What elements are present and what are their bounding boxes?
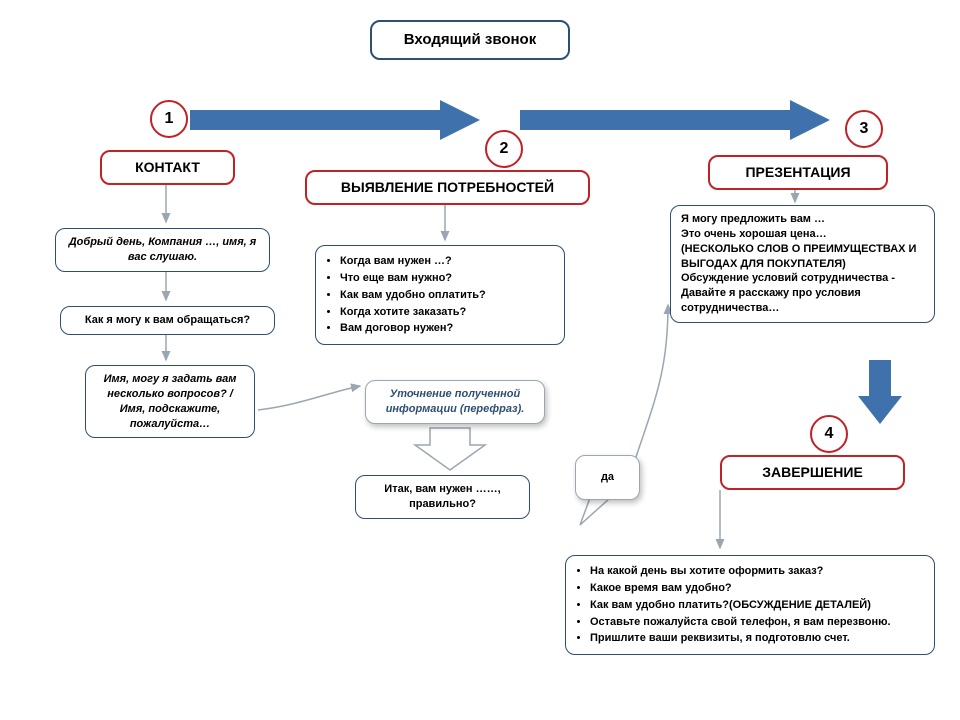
box-ask-questions: Имя, могу я задать вам несколько вопросо… xyxy=(85,365,255,438)
list-item: Как вам удобно платить?(ОБСУЖДЕНИЕ ДЕТАЛ… xyxy=(590,598,924,613)
list-item: Оставьте пожалуйста свой телефон, я вам … xyxy=(590,615,924,630)
questions-list: Когда вам нужен …? Что еще вам нужно? Ка… xyxy=(340,254,554,336)
box-questions-list: Когда вам нужен …? Что еще вам нужно? Ка… xyxy=(315,245,565,345)
conn-b3-b5 xyxy=(258,386,360,410)
stage-4-number: 4 xyxy=(810,415,848,453)
pres-line: Это очень хорошая цена… xyxy=(681,227,924,242)
title-text: Входящий звонок xyxy=(404,31,536,48)
diagram-title: Входящий звонок xyxy=(370,20,570,60)
list-item: Какое время вам удобно? xyxy=(590,581,924,596)
list-item: Что еще вам нужно? xyxy=(340,271,554,286)
box-greeting: Добрый день, Компания …, имя, я вас слуш… xyxy=(55,228,270,272)
stage-3-number: 3 xyxy=(845,110,883,148)
stage-1-label: КОНТАКТ xyxy=(100,150,235,185)
list-item: Когда хотите заказать? xyxy=(340,305,554,320)
stage-2-number: 2 xyxy=(485,130,523,168)
stage-3-label: ПРЕЗЕНТАЦИЯ xyxy=(708,155,888,190)
box-yes: да xyxy=(575,455,640,500)
list-item: Вам договор нужен? xyxy=(340,321,554,336)
box-confirm: Итак, вам нужен ……, правильно? xyxy=(355,475,530,519)
big-arrow-2 xyxy=(520,100,830,140)
pres-line: Обсуждение условий сотрудничества - Дава… xyxy=(681,271,924,316)
box-presentation: Я могу предложить вам … Это очень хороша… xyxy=(670,205,935,323)
big-arrow-down xyxy=(858,360,902,424)
stage-1-number: 1 xyxy=(150,100,188,138)
stage-2-label: ВЫЯВЛЕНИЕ ПОТРЕБНОСТЕЙ xyxy=(305,170,590,205)
big-arrow-1 xyxy=(190,100,480,140)
chevron-down xyxy=(415,428,485,470)
completion-list: На какой день вы хотите оформить заказ? … xyxy=(590,564,924,646)
conn-yes-b8 xyxy=(635,305,668,460)
pres-line: (НЕСКОЛЬКО СЛОВ О ПРЕИМУЩЕСТВАХ И ВЫГОДА… xyxy=(681,242,924,272)
box-rephrase: Уточнение полученной информации (перефра… xyxy=(365,380,545,424)
list-item: Когда вам нужен …? xyxy=(340,254,554,269)
list-item: Как вам удобно оплатить? xyxy=(340,288,554,303)
list-item: Пришлите ваши реквизиты, я подготовлю сч… xyxy=(590,631,924,646)
list-item: На какой день вы хотите оформить заказ? xyxy=(590,564,924,579)
box-ask-name: Как я могу к вам обращаться? xyxy=(60,306,275,335)
pres-line: Я могу предложить вам … xyxy=(681,212,924,227)
yes-callout-tail xyxy=(580,498,610,525)
stage-4-label: ЗАВЕРШЕНИЕ xyxy=(720,455,905,490)
box-completion: На какой день вы хотите оформить заказ? … xyxy=(565,555,935,655)
